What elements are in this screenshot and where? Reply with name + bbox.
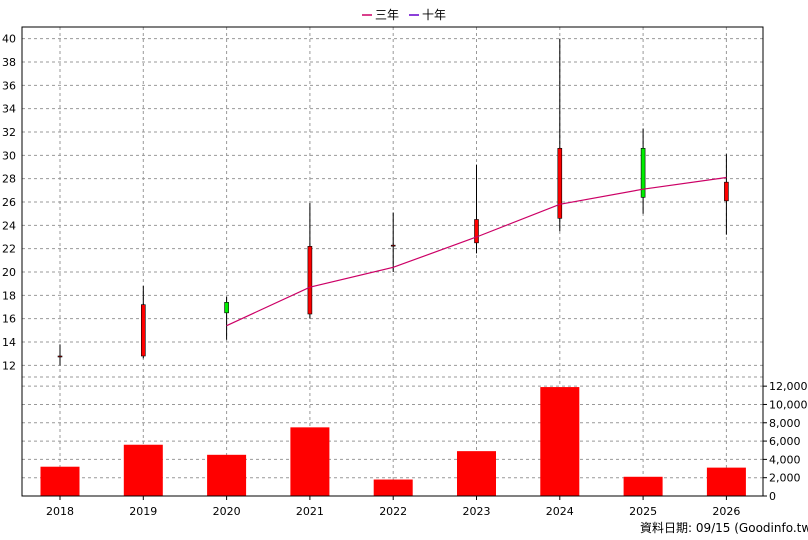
volume-bar xyxy=(207,454,247,496)
series-line xyxy=(226,176,727,327)
candle-body xyxy=(224,302,229,314)
x-tick-label: 2025 xyxy=(629,505,657,518)
price-axis-ticks: 12 14 16 18 20 22 24 26 28 30 32 34 36 38 40 xyxy=(2,33,16,373)
price-tick-label: 28 xyxy=(2,173,16,186)
candle-body xyxy=(724,181,729,202)
candlesticks xyxy=(57,38,729,366)
legend-label-0: 三年 xyxy=(375,8,399,22)
volume-bar xyxy=(706,467,746,496)
moving-average-lines xyxy=(226,176,727,327)
price-tick-label: 36 xyxy=(2,79,16,92)
volume-bar xyxy=(40,466,80,496)
volume-bar xyxy=(373,479,413,496)
volume-bar xyxy=(123,444,163,496)
x-axis-ticks: 2018 2019 2020 2021 2022 2023 2024 2025 2026 xyxy=(46,496,740,518)
volume-tick-label: 6,000 xyxy=(769,435,801,448)
x-tick-label: 2020 xyxy=(213,505,241,518)
candle-body xyxy=(57,355,63,358)
volume-bar xyxy=(457,451,496,496)
legend-label-1: 十年 xyxy=(422,8,446,22)
x-tick-label: 2022 xyxy=(379,505,407,518)
price-tick-label: 16 xyxy=(2,313,16,326)
price-tick-label: 22 xyxy=(2,243,16,256)
price-tick-label: 40 xyxy=(2,33,16,46)
price-tick-label: 34 xyxy=(2,103,16,116)
volume-bars xyxy=(40,387,746,496)
legend: 三年 十年 xyxy=(362,8,446,22)
candle-body xyxy=(390,244,396,247)
price-tick-label: 32 xyxy=(2,126,16,139)
x-tick-label: 2021 xyxy=(296,505,324,518)
volume-tick-label: 0 xyxy=(769,490,776,503)
x-tick-label: 2019 xyxy=(129,505,157,518)
plot-frame xyxy=(21,26,764,497)
price-tick-label: 30 xyxy=(2,149,16,162)
volume-tick-label: 8,000 xyxy=(769,417,801,430)
volume-bar xyxy=(623,476,663,496)
x-tick-label: 2023 xyxy=(463,505,491,518)
volume-tick-label: 4,000 xyxy=(769,453,801,466)
price-tick-label: 38 xyxy=(2,56,16,69)
volume-bar xyxy=(290,427,330,496)
price-grid xyxy=(22,27,763,496)
candle-body xyxy=(474,219,479,244)
volume-tick-label: 2,000 xyxy=(769,472,801,485)
source-note: 資料日期: 09/15 (Goodinfo.tw) xyxy=(640,521,808,535)
price-tick-label: 14 xyxy=(2,336,16,349)
x-tick-label: 2026 xyxy=(712,505,740,518)
x-tick-label: 2024 xyxy=(546,505,574,518)
candle-body xyxy=(307,246,313,315)
volume-axis-ticks: 0 2,000 4,000 6,000 8,000 10,000 12,000 xyxy=(763,380,808,503)
volume-tick-label: 10,000 xyxy=(769,398,808,411)
price-tick-label: 26 xyxy=(2,196,16,209)
candle-body xyxy=(557,148,563,219)
volume-bar xyxy=(540,387,580,496)
price-tick-label: 24 xyxy=(2,219,16,232)
price-tick-label: 20 xyxy=(2,266,16,279)
x-tick-label: 2018 xyxy=(46,505,74,518)
price-tick-label: 12 xyxy=(2,359,16,372)
volume-tick-label: 12,000 xyxy=(769,380,808,393)
price-tick-label: 18 xyxy=(2,289,16,302)
candle-body xyxy=(640,148,646,198)
candle-body xyxy=(141,304,146,357)
